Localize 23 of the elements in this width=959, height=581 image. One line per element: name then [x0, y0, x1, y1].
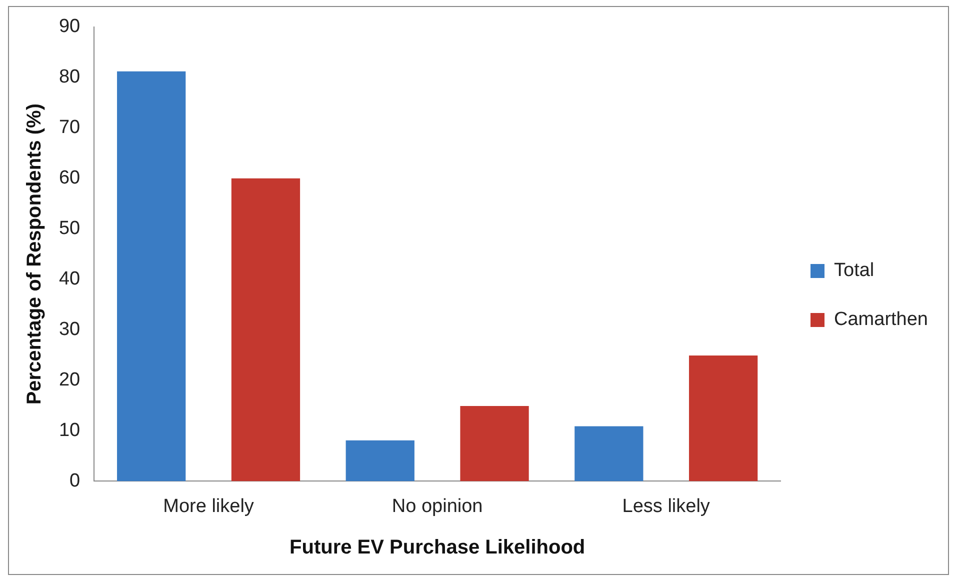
y-tick-label: 70 — [58, 117, 80, 138]
x-tick-label: Less likely — [622, 496, 710, 517]
bar — [346, 440, 414, 482]
x-tick-label: No opinion — [392, 496, 483, 517]
y-tick-label: 40 — [58, 268, 80, 290]
bar — [117, 71, 186, 482]
y-tick-label: 0 — [70, 470, 80, 492]
bar — [574, 426, 644, 482]
x-tick-label: More likely — [163, 496, 254, 517]
y-tick-label: 50 — [58, 218, 80, 240]
y-tick-label: 30 — [58, 319, 80, 340]
bar — [688, 356, 758, 482]
y-axis-title: Percentage of Respondents (%) — [24, 104, 46, 405]
legend-label: Camarthen — [834, 309, 928, 330]
y-tick-label: 90 — [58, 16, 80, 38]
y-tick-label: 10 — [58, 420, 80, 441]
y-tick-label: 80 — [58, 66, 80, 88]
x-axis-title: Future EV Purchase Likelihood — [290, 536, 586, 559]
bar — [231, 178, 300, 482]
bar — [460, 406, 529, 482]
y-tick-label: 20 — [58, 370, 80, 390]
legend-label: Total — [834, 260, 874, 282]
y-tick-label: 60 — [58, 168, 80, 189]
